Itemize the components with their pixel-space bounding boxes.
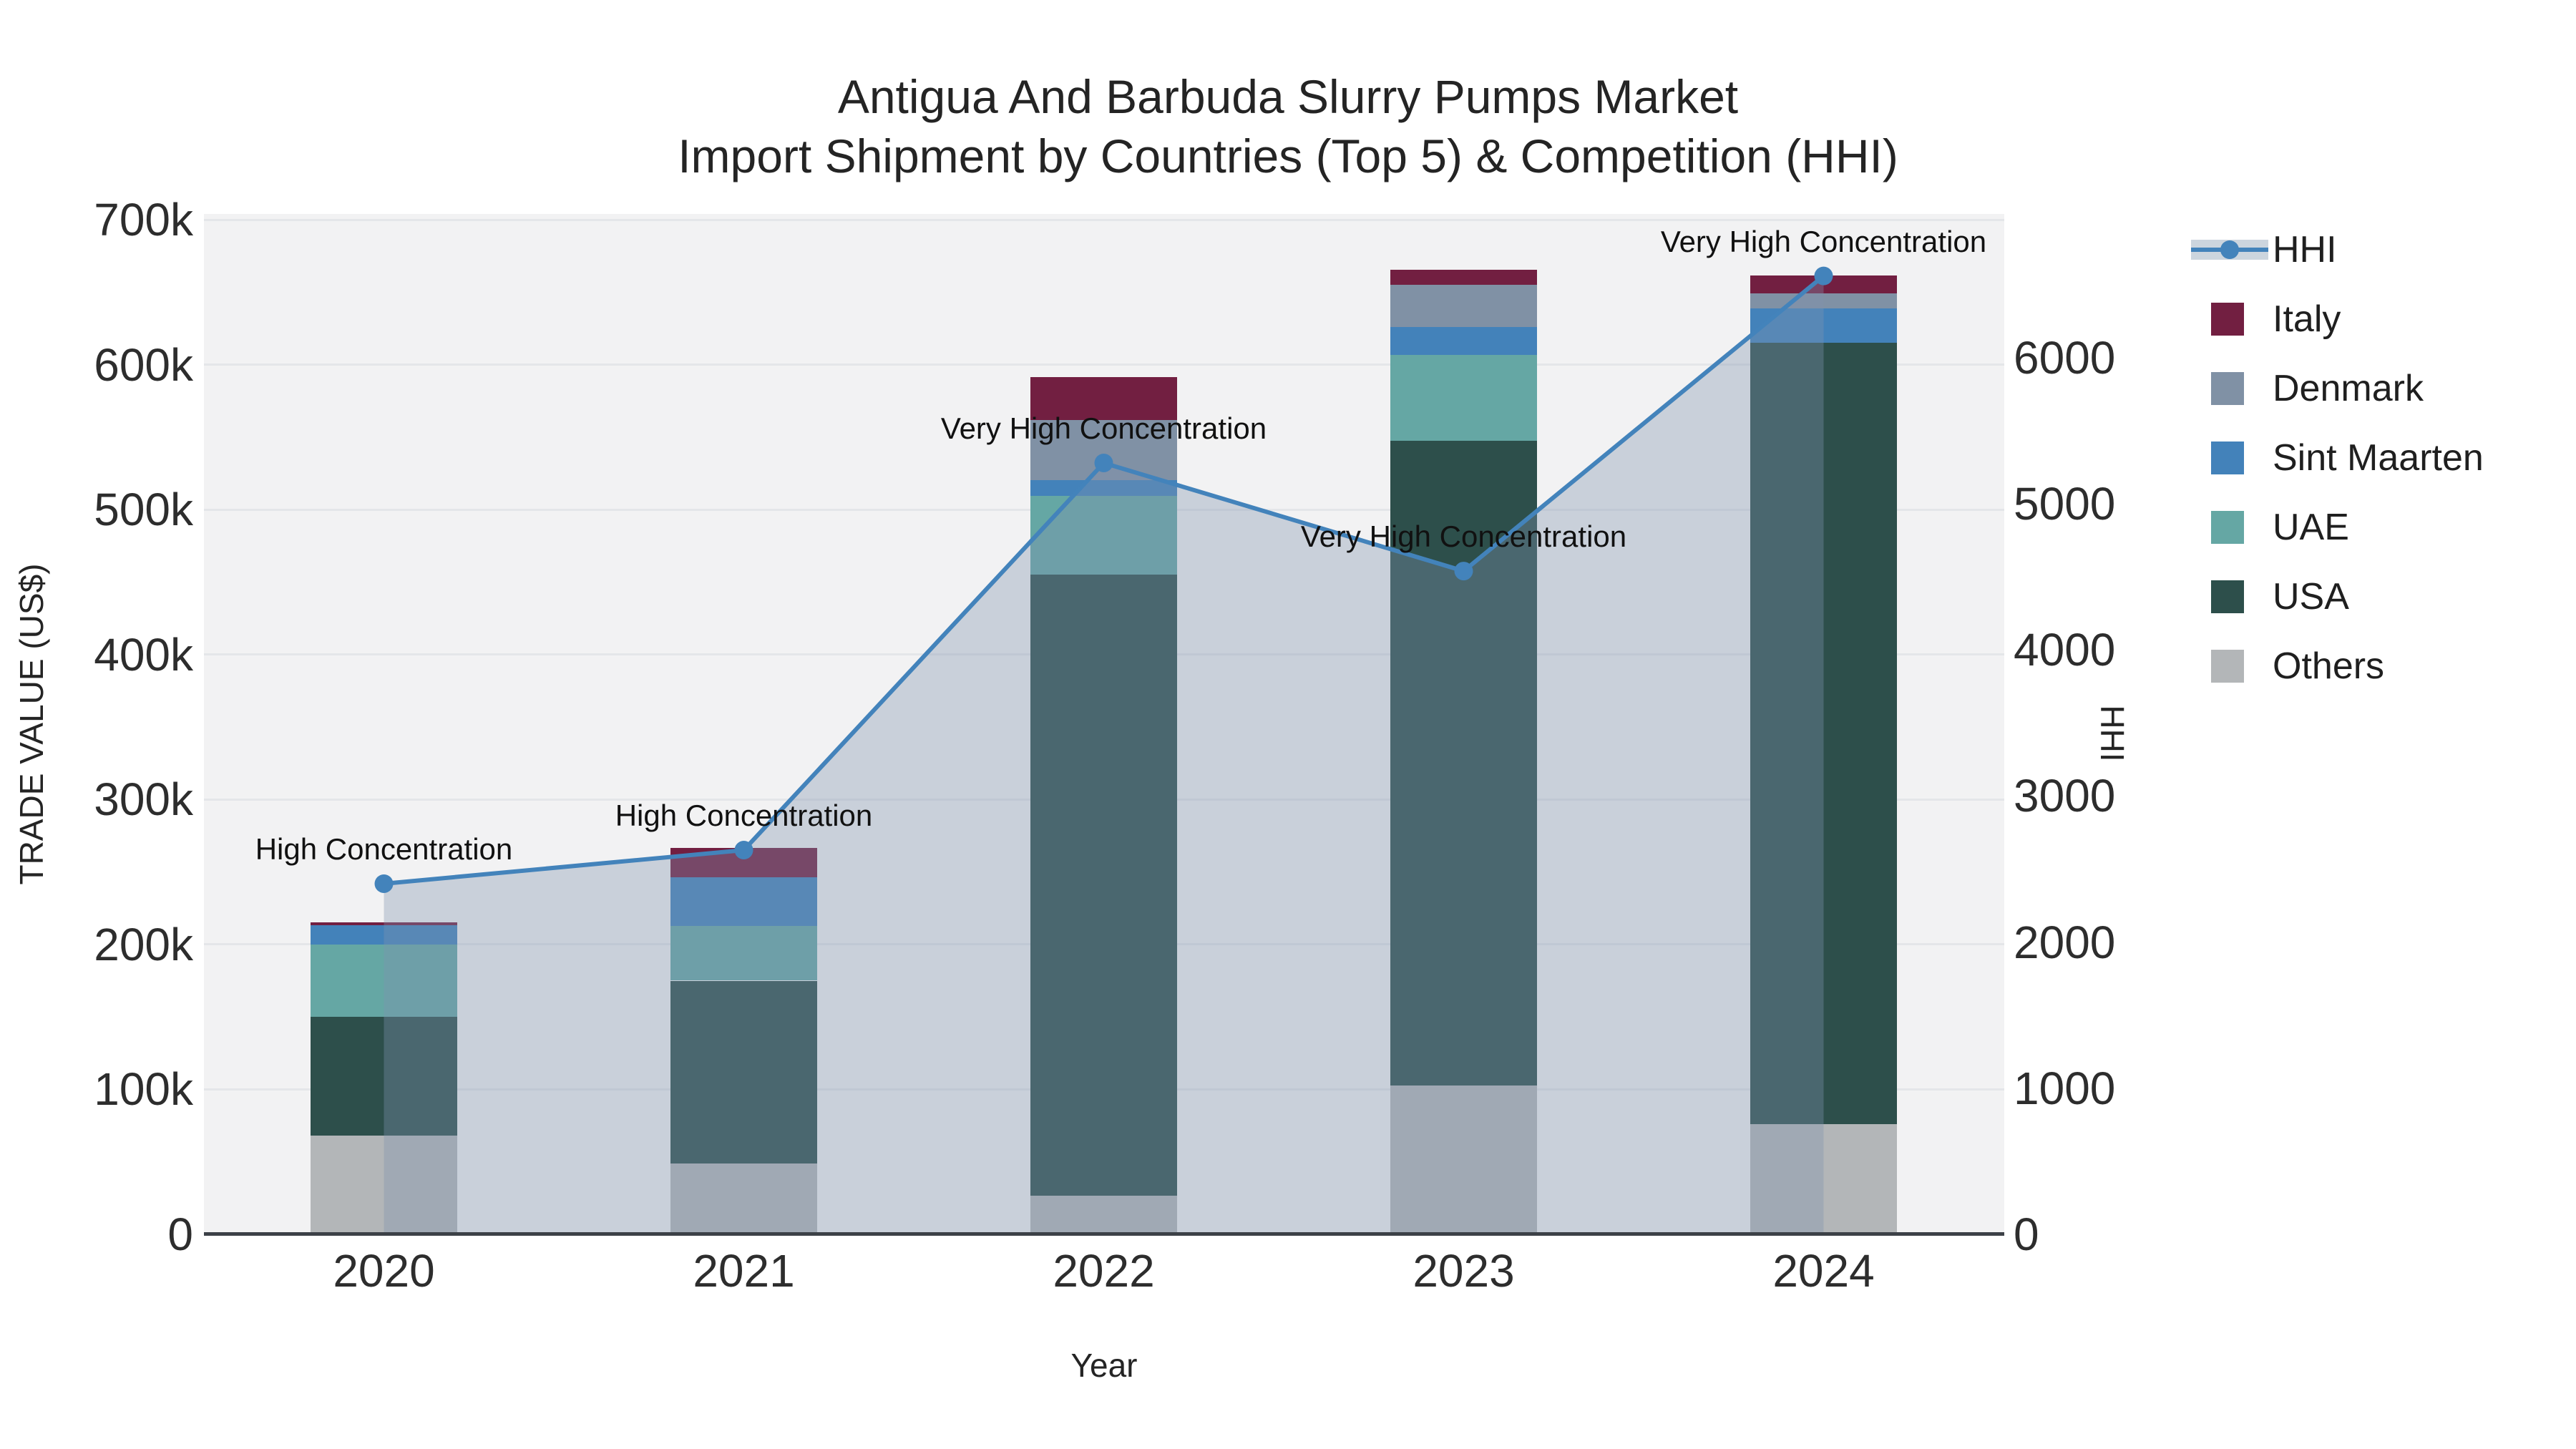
legend-hhi-marker-icon: [2220, 240, 2239, 259]
bar-segment-others-2021[interactable]: [670, 1163, 817, 1234]
y-right-tick-5000: 5000: [2014, 478, 2116, 530]
legend-swatch-usa: [2211, 580, 2244, 613]
hhi-marker-2020[interactable]: [374, 874, 394, 893]
x-axis-line: [204, 1232, 2004, 1236]
x-tick-2023: 2023: [1413, 1245, 1515, 1297]
legend-swatch-italy: [2211, 302, 2244, 336]
x-tick-2021: 2021: [693, 1245, 795, 1297]
hhi-marker-2022[interactable]: [1094, 453, 1113, 472]
y-right-tick-3000: 3000: [2014, 770, 2116, 822]
y-left-tick-300k: 300k: [94, 774, 193, 826]
legend-item-uae[interactable]: UAE: [2175, 492, 2576, 562]
bar-segment-italy-2022[interactable]: [1030, 376, 1177, 420]
legend-label: Italy: [2273, 298, 2341, 340]
legend-item-usa[interactable]: USA: [2175, 562, 2576, 631]
bar-segment-usa-2024[interactable]: [1750, 343, 1897, 1125]
x-tick-2022: 2022: [1053, 1245, 1155, 1297]
bar-segment-uae-2022[interactable]: [1030, 495, 1177, 575]
y-right-tick-6000: 6000: [2014, 331, 2116, 384]
y-right-tick-1000: 1000: [2014, 1062, 2116, 1114]
hhi-marker-2021[interactable]: [734, 841, 753, 860]
x-tick-2020: 2020: [333, 1245, 435, 1297]
bar-segment-others-2023[interactable]: [1390, 1085, 1537, 1234]
bar-segment-italy-2020[interactable]: [311, 922, 457, 925]
annotation-2024: Very High Concentration: [1660, 224, 1987, 258]
legend-swatch-denmark: [2211, 371, 2244, 405]
hhi-marker-2023[interactable]: [1454, 562, 1473, 581]
legend-hhi-line-sample: [2191, 239, 2268, 260]
gridline-700k: [204, 218, 2004, 221]
bar-segment-sint-maarten-2020[interactable]: [311, 924, 457, 945]
chart-title-line1: Antigua And Barbuda Slurry Pumps Market: [837, 70, 1739, 123]
bar-segment-uae-2020[interactable]: [311, 944, 457, 1018]
legend-label: Others: [2273, 645, 2385, 687]
y-left-tick-200k: 200k: [94, 918, 193, 970]
y-left-tick-700k: 700k: [94, 194, 193, 245]
y-right-tick-4000: 4000: [2014, 624, 2116, 676]
y-left-tick-600k: 600k: [94, 338, 193, 391]
bar-segment-others-2024[interactable]: [1750, 1124, 1897, 1234]
plot-area: [204, 214, 2004, 1236]
x-tick-2024: 2024: [1772, 1245, 1875, 1297]
legend-label: UAE: [2273, 506, 2349, 548]
legend-swatch-others: [2211, 649, 2244, 683]
y-left-tick-0: 0: [167, 1209, 193, 1260]
legend-label: USA: [2273, 575, 2349, 618]
bar-segment-usa-2020[interactable]: [311, 1017, 457, 1136]
hhi-marker-2024[interactable]: [1814, 266, 1833, 286]
hhi-area-fill: [384, 275, 1824, 1235]
legend-swatch-uae: [2211, 510, 2244, 544]
bar-segment-uae-2023[interactable]: [1390, 355, 1537, 441]
y-right-tick-2000: 2000: [2014, 916, 2116, 968]
bar-segment-uae-2021[interactable]: [670, 925, 817, 981]
bar-segment-italy-2023[interactable]: [1390, 269, 1537, 286]
hhi-line-layer: [374, 266, 1833, 1235]
bar-segment-others-2022[interactable]: [1030, 1196, 1177, 1234]
chart-title-line2: Import Shipment by Countries (Top 5) & C…: [678, 130, 1898, 182]
y-left-tick-100k: 100k: [94, 1063, 193, 1116]
bar-segment-others-2020[interactable]: [311, 1136, 457, 1234]
bar-segment-sint-maarten-2023[interactable]: [1390, 326, 1537, 356]
bar-segment-usa-2023[interactable]: [1390, 440, 1537, 1086]
annotation-2023: Very High Concentration: [1300, 519, 1627, 554]
annotation-2022: Very High Concentration: [940, 411, 1267, 445]
x-axis-title: Year: [1070, 1347, 1138, 1384]
gridline-600k: [204, 364, 2004, 366]
legend-item-sint-maarten[interactable]: Sint Maarten: [2175, 423, 2576, 492]
legend-label: Sint Maarten: [2273, 436, 2484, 479]
y-right-tick-0: 0: [2014, 1209, 2039, 1260]
y-axis-title-left: TRADE VALUE (US$): [13, 563, 50, 885]
legend-item-italy[interactable]: Italy: [2175, 284, 2576, 353]
bar-segment-denmark-2023[interactable]: [1390, 285, 1537, 327]
y-left-tick-500k: 500k: [94, 484, 193, 536]
bar-segment-usa-2021[interactable]: [670, 980, 817, 1163]
legend-label: Denmark: [2273, 367, 2424, 409]
legend-item-hhi[interactable]: HHI: [2175, 215, 2576, 284]
legend-item-denmark[interactable]: Denmark: [2175, 353, 2576, 423]
legend-item-others[interactable]: Others: [2175, 631, 2576, 701]
bar-segment-usa-2022[interactable]: [1030, 575, 1177, 1196]
y-axis-title-right: HHI: [2094, 705, 2131, 762]
legend-swatch-sint-maarten: [2211, 441, 2244, 474]
annotation-2020: High Concentration: [255, 831, 513, 866]
bar-segment-sint-maarten-2022[interactable]: [1030, 479, 1177, 496]
legend-label: HHI: [2273, 228, 2337, 270]
y-left-tick-400k: 400k: [94, 628, 193, 680]
annotation-2021: High Concentration: [615, 799, 873, 833]
bar-segment-sint-maarten-2021[interactable]: [670, 877, 817, 926]
